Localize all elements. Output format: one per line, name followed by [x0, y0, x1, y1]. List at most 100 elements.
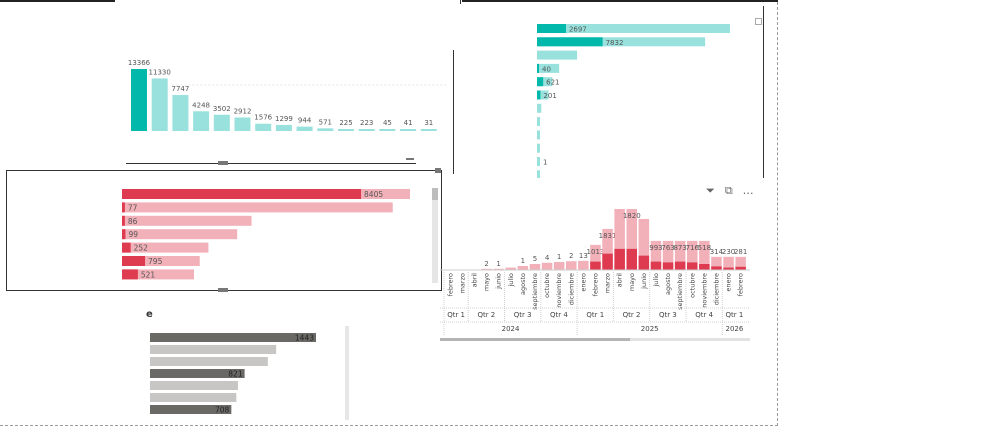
data-label: 314: [710, 248, 724, 256]
column-total: [566, 261, 577, 270]
column-bar: [379, 129, 396, 131]
month-tick-label: noviembre: [700, 273, 708, 308]
bar-total: [537, 170, 540, 180]
data-label: 13366: [128, 59, 151, 67]
quarter-label: Qtr 2: [477, 311, 495, 319]
column-bar: [213, 114, 230, 131]
bar-total: [537, 50, 578, 60]
bar-total: [537, 24, 730, 33]
bar-total: [150, 333, 316, 342]
quarter-label: Qtr 2: [623, 311, 641, 319]
data-label: 45: [383, 119, 392, 127]
more-options-icon[interactable]: …: [742, 184, 754, 197]
data-label: 716: [686, 244, 700, 252]
data-label: 99: [128, 230, 138, 239]
data-label: 5: [533, 255, 537, 263]
month-tick-label: octubre: [543, 273, 551, 298]
year-label: 2025: [641, 325, 659, 333]
data-label: 1013: [587, 248, 605, 256]
bar-total: [122, 215, 252, 226]
data-label: 223: [360, 119, 373, 127]
data-label: 11330: [149, 68, 171, 76]
data-label: 7832: [606, 39, 624, 47]
resize-handle[interactable]: [435, 168, 441, 173]
resize-handle[interactable]: [218, 288, 228, 292]
bar-highlight: [122, 215, 125, 226]
column-bar: [131, 69, 147, 131]
bar-total: [150, 393, 237, 402]
column-total: [529, 264, 541, 270]
teal-bar-scroll-indicator[interactable]: [755, 18, 762, 25]
month-tick-label: diciembre: [567, 273, 575, 305]
bar-total: [122, 256, 200, 266]
red-timeline-chart: 2 1 1 5 4 1 2 131013183118209937638737165183142…: [440, 209, 750, 341]
month-tick-label: noviembre: [555, 273, 563, 308]
column-bar: [172, 95, 189, 131]
top-border-right: [462, 0, 778, 2]
data-label: 77: [128, 203, 138, 212]
column-highlight: [699, 264, 710, 270]
column-bar: [151, 78, 168, 131]
data-label: 1299: [275, 115, 293, 123]
red-bar-scrollbar-thumb[interactable]: [432, 188, 438, 200]
red-bar-scrollbar[interactable]: [432, 188, 438, 283]
column-highlight: [602, 253, 613, 270]
month-tick-label: febrero: [446, 273, 454, 296]
data-label: 86: [128, 217, 138, 226]
month-tick-label: diciembre: [712, 273, 720, 305]
column-highlight: [638, 255, 650, 270]
column-total: [699, 240, 710, 270]
red-bar-frame-top: [6, 170, 442, 171]
column-total: [517, 266, 529, 270]
month-tick-label: abril: [470, 273, 478, 288]
data-label: 13: [579, 252, 588, 260]
month-tick-label: julio: [652, 273, 660, 288]
column-bar: [275, 124, 292, 131]
data-label: 4: [545, 254, 550, 262]
filter-icon[interactable]: ⏷: [706, 184, 715, 197]
year-label: 2024: [502, 325, 520, 333]
column-bar: [420, 129, 437, 131]
column-bar: [317, 128, 334, 131]
data-label: 1820: [623, 212, 641, 220]
bar-total: [537, 37, 706, 47]
gray-bar-scrollbar[interactable]: [345, 326, 349, 420]
bar-total: [537, 77, 553, 87]
column-total: [590, 244, 601, 270]
teal-column-border-right: [453, 50, 454, 174]
resize-handle[interactable]: [406, 158, 414, 160]
column-total: [626, 209, 637, 270]
data-label: 795: [148, 257, 163, 266]
data-label: 621: [546, 79, 559, 87]
month-tick-label: septiembre: [676, 273, 684, 310]
resize-handle[interactable]: [218, 161, 228, 165]
data-label: 1443: [295, 334, 314, 343]
bar-highlight: [537, 90, 541, 100]
column-bar: [255, 123, 272, 131]
chart-e-title: e: [146, 309, 153, 320]
bar-total: [537, 143, 540, 153]
column-total: [481, 268, 492, 270]
column-total: [650, 240, 662, 270]
data-label: 521: [141, 270, 156, 279]
column-total: [578, 260, 589, 270]
focus-mode-icon[interactable]: ⧉: [724, 184, 733, 197]
column-highlight: [590, 261, 601, 270]
data-label: 821: [228, 370, 243, 379]
data-label: 3502: [213, 105, 231, 113]
data-label: 1: [521, 257, 525, 265]
teal-bar-visual[interactable]: 2697 7832 40 621 201 1: [530, 18, 765, 180]
teal-column-visual[interactable]: 13366 11330 7747 4248 3502 2912 1576 1299 944 571…: [118, 45, 453, 165]
gray-bar-visual[interactable]: 1443 821 708: [146, 328, 346, 420]
red-bar-visual[interactable]: 8405 77 86 99 252 795 521: [112, 184, 442, 284]
month-tick-label: octubre: [688, 273, 696, 298]
column-total: [541, 262, 553, 270]
quarter-label: Qtr 1: [586, 311, 604, 319]
bar-total: [122, 229, 238, 240]
month-tick-label: marzo: [604, 273, 612, 293]
column-total: [674, 240, 686, 270]
bar-highlight: [122, 202, 125, 213]
month-tick-label: febrero: [737, 273, 745, 296]
data-label: 40: [542, 65, 551, 73]
red-timeline-visual[interactable]: 2 1 1 5 4 1 2 13 1013 1831 1820 993 763 873 716 518 314 2…: [440, 198, 760, 348]
